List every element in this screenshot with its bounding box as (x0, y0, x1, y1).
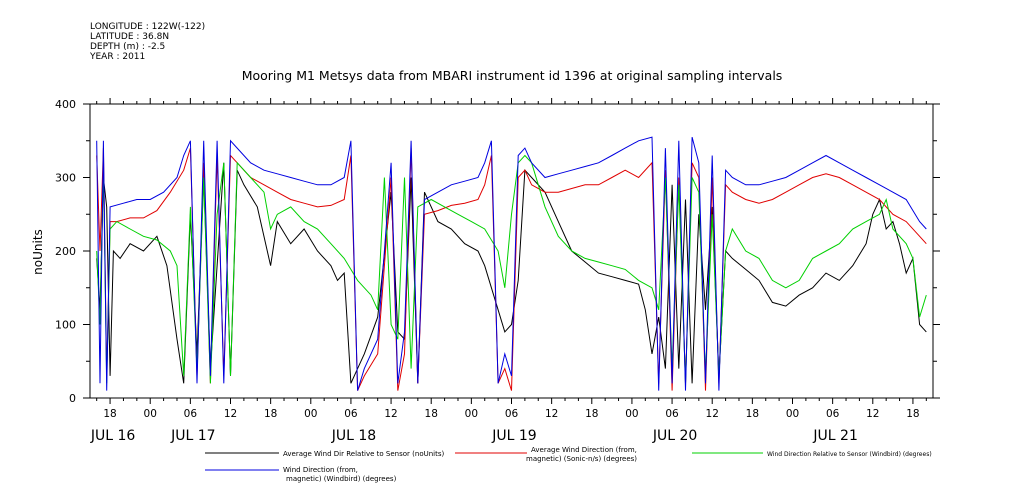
y-axis-label: noUnits (31, 229, 45, 275)
x-tick-label: 06 (505, 408, 519, 420)
legend-label-4: Wind Direction (from, magnetic) (Windbir… (283, 466, 397, 483)
legend-label-2-line2: magnetic) (Sonic-n/s) (degrees) (526, 455, 637, 463)
legend-label-2: Average Wind Direction (from, magnetic) … (526, 446, 639, 463)
series-line-4 (96, 136, 927, 391)
x-tick-label: 00 (144, 408, 157, 420)
x-tick-label: 00 (304, 408, 317, 420)
y-tick-label: 0 (69, 392, 76, 405)
legend-label-4-line2: magnetic) (Windbird) (degrees) (286, 475, 397, 483)
legend-label-2-line1: Average Wind Direction (from, (531, 446, 637, 454)
legend-label-3: Wind Direction Relative to Sensor (Windb… (767, 451, 932, 458)
x-tick-label: 06 (826, 408, 840, 420)
x-tick-label: 12 (866, 408, 879, 420)
legend: Average Wind Dir Relative to Sensor (noU… (205, 446, 932, 483)
date-label: JUL 21 (812, 428, 857, 444)
x-tick-label: 06 (184, 408, 198, 420)
y-tick-label: 300 (55, 172, 76, 185)
y-tick-label: 400 (55, 98, 76, 111)
metadata-block: LONGITUDE : 122W(-122) LATITUDE : 36.8N … (90, 22, 205, 62)
x-tick-label: 12 (545, 408, 558, 420)
x-tick-label: 18 (906, 408, 919, 420)
axis-layer: 0 100 200 300 400 18 00 06 12 18 00 06 12 18 00 06 12 18 0… (55, 98, 940, 444)
x-tick-label: 18 (585, 408, 598, 420)
x-tick-label: 12 (224, 408, 237, 420)
y-tick-label: 200 (55, 245, 76, 258)
x-tick-label: 00 (625, 408, 638, 420)
x-tick-label: 12 (706, 408, 719, 420)
y-tick-label: 100 (55, 319, 76, 332)
date-label: JUL 18 (331, 428, 376, 444)
legend-label-4-line1: Wind Direction (from, (283, 466, 358, 474)
x-tick-label: 06 (665, 408, 679, 420)
date-label: JUL 19 (491, 428, 536, 444)
x-tick-label: 18 (746, 408, 759, 420)
x-tick-label: 00 (786, 408, 799, 420)
date-label: JUL 16 (90, 428, 136, 444)
x-tick-label: 18 (103, 408, 116, 420)
x-tick-label: 18 (425, 408, 438, 420)
x-tick-label: 06 (344, 408, 358, 420)
series-layer (96, 136, 927, 391)
depth-text: DEPTH (m) : -2.5 (90, 42, 166, 52)
series-line-3 (96, 154, 927, 384)
date-label: JUL 17 (170, 428, 215, 444)
legend-label-1: Average Wind Dir Relative to Sensor (noU… (283, 450, 444, 458)
x-tick-label: 12 (384, 408, 397, 420)
longitude-text: LONGITUDE : 122W(-122) (90, 22, 206, 32)
chart-title: Mooring M1 Metsys data from MBARI instru… (242, 68, 783, 83)
x-tick-label: 00 (465, 408, 478, 420)
date-label: JUL 20 (652, 428, 697, 444)
x-tick-label: 18 (264, 408, 277, 420)
year-text: YEAR : 2011 (90, 52, 146, 62)
latitude-text: LATITUDE : 36.8N (90, 32, 170, 42)
